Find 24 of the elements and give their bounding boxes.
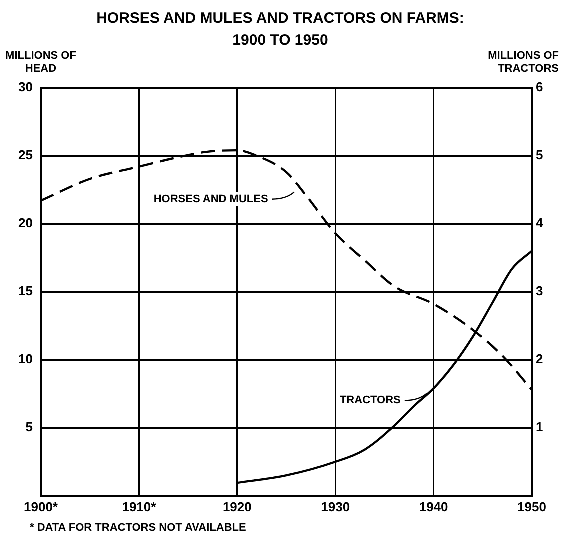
x-tick-label: 1930 [321, 499, 350, 514]
x-tick-label: 1920 [222, 499, 252, 514]
y-tick-label: 30 [18, 80, 33, 95]
y-tick-label: 5 [26, 420, 33, 435]
y2-tick-label: 3 [536, 284, 544, 299]
y-tick-label: 15 [18, 284, 33, 299]
y2-tick-label: 4 [536, 216, 544, 231]
annotation: HORSES AND MULES [154, 193, 268, 206]
y2-tick-label: 1 [536, 420, 544, 435]
y2-tick-label: 6 [536, 80, 544, 95]
y-tick-label: 10 [18, 352, 33, 367]
x-tick-label: 1900* [24, 499, 59, 514]
x-tick-label: 1950 [518, 499, 546, 514]
y-tick-label: 25 [18, 148, 33, 163]
text: * DATA FOR TRACTORS NOT AVAILABLE [30, 522, 246, 534]
y2-tick-label: 2 [536, 352, 544, 367]
y2-tick-label: 5 [536, 148, 544, 163]
y-tick-label: 20 [18, 216, 33, 231]
x-tick-label: 1940 [419, 499, 448, 514]
x-tick-label: 1910* [122, 499, 158, 514]
y2-axis-title: MILLIONS OF TRACTORS [487, 50, 559, 76]
annotation: TRACTORS [340, 394, 401, 407]
chart-title: HORSES AND MULES AND TRACTORS ON FARMS: 1900 TO 1950 [96, 10, 464, 49]
y-axis-title: MILLIONS OF HEAD [4, 50, 78, 76]
